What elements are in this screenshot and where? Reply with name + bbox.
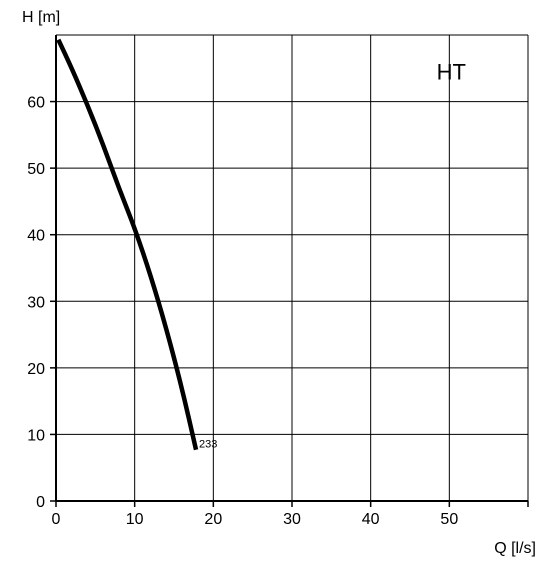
y-tick-label: 30 xyxy=(27,294,45,311)
series-line-233 xyxy=(56,38,199,451)
y-tick-label: 40 xyxy=(27,228,45,245)
grid xyxy=(56,35,528,501)
y-tick-label: 60 xyxy=(27,95,45,112)
x-tick-label: 40 xyxy=(362,511,380,528)
y-tick-label: 10 xyxy=(27,427,45,444)
x-tick-label: 0 xyxy=(52,511,61,528)
y-axis-label: H [m] xyxy=(22,9,60,26)
y-tick-label: 50 xyxy=(27,161,45,178)
x-tick-label: 50 xyxy=(440,511,458,528)
series-label: 233 xyxy=(199,439,217,451)
x-tick-label: 30 xyxy=(283,511,301,528)
annotation-label: HT xyxy=(437,60,466,85)
y-tick-label: 20 xyxy=(27,361,45,378)
x-tick-label: 20 xyxy=(204,511,222,528)
y-tick-label: 0 xyxy=(36,494,45,511)
y-tick-labels: 0 10 20 30 40 50 60 xyxy=(27,95,56,511)
x-tick-labels: 0 10 20 30 40 50 xyxy=(52,501,529,528)
x-tick-label: 10 xyxy=(126,511,144,528)
series-group xyxy=(56,38,199,451)
x-axis-label: Q [l/s] xyxy=(494,540,536,557)
